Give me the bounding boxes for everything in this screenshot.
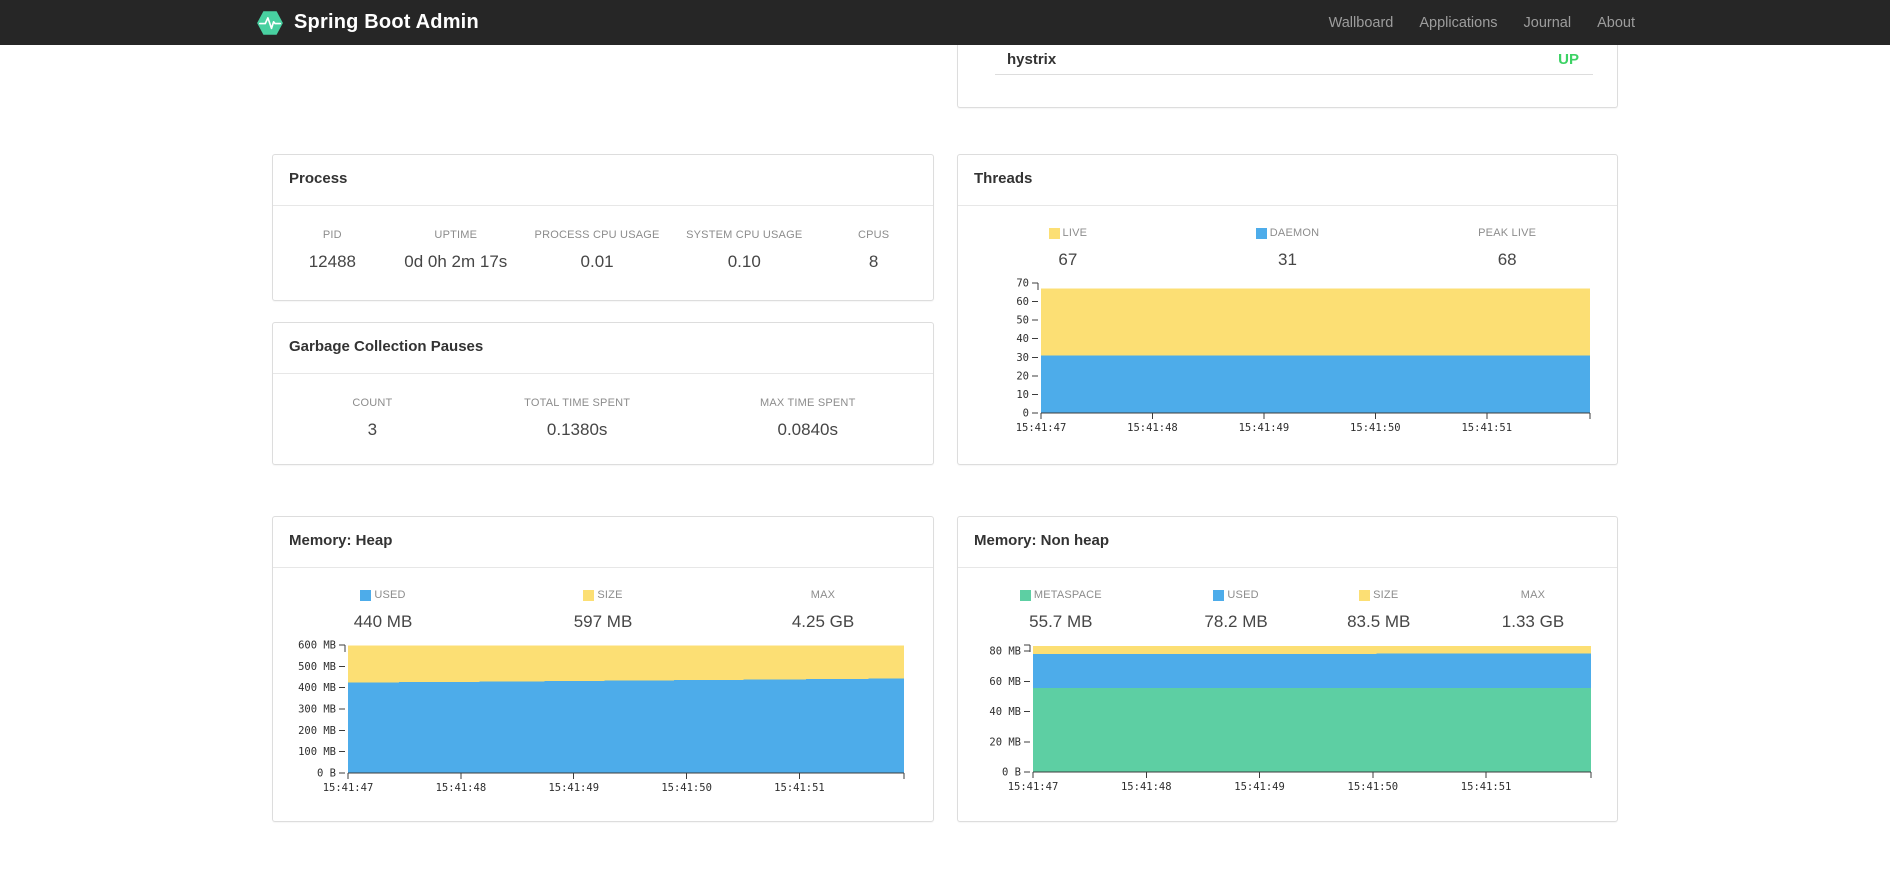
svg-text:15:41:51: 15:41:51: [774, 782, 825, 794]
svg-text:30: 30: [1016, 352, 1029, 364]
svg-text:500 MB: 500 MB: [298, 661, 336, 673]
svg-text:15:41:50: 15:41:50: [661, 782, 712, 794]
metric-cpus: CPUS 8: [857, 229, 890, 271]
metric-gc-count: COUNT 3: [352, 397, 393, 439]
svg-text:15:41:47: 15:41:47: [1016, 422, 1067, 434]
metric-process-cpu-usage: PROCESS CPU USAGE 0.01: [534, 229, 660, 271]
metric-threads-peak-live: PEAK LIVE 68: [1478, 227, 1537, 269]
process-card: Process PID 12488 UPTIME 0d 0h 2m 17s PR…: [272, 154, 934, 301]
svg-text:80 MB: 80 MB: [989, 646, 1021, 658]
svg-text:15:41:50: 15:41:50: [1350, 422, 1401, 434]
svg-text:15:41:49: 15:41:49: [1234, 781, 1285, 793]
svg-text:600 MB: 600 MB: [298, 640, 336, 652]
metric-heap-max: MAX 4.25 GB: [791, 589, 855, 631]
nav-item-applications[interactable]: Applications: [1419, 14, 1498, 31]
svg-text:15:41:49: 15:41:49: [548, 782, 599, 794]
svg-text:15:41:48: 15:41:48: [436, 782, 487, 794]
svg-text:300 MB: 300 MB: [298, 704, 336, 716]
top-left-spacer: [272, 45, 934, 108]
metric-threads-live: LIVE 67: [958, 226, 1178, 271]
heap-legend: USED 440 MB SIZE 597 MB MAX: [273, 588, 933, 633]
process-card-title: Process: [273, 155, 933, 206]
heap-size-legend-swatch-icon: [583, 589, 595, 601]
svg-text:0 B: 0 B: [1002, 767, 1021, 779]
metaspace-legend-swatch-icon: [1019, 589, 1031, 601]
svg-text:15:41:50: 15:41:50: [1348, 781, 1399, 793]
nav-links: Wallboard Applications Journal About: [1316, 15, 1635, 31]
threads-area-chart: 15:41:47 15:41:48 15:41:49 15:41:50 15:41:51…: [1016, 278, 1591, 434]
svg-text:100 MB: 100 MB: [298, 746, 336, 758]
nonheap-legend: METASPACE 55.7 MB USED 78.2 MB: [958, 588, 1617, 633]
spring-boot-admin-logo-icon: [257, 10, 283, 35]
nav-item-journal[interactable]: Journal: [1523, 14, 1572, 31]
metric-heap-size: SIZE 597 MB: [573, 589, 633, 631]
svg-text:400 MB: 400 MB: [298, 682, 336, 694]
memory-heap-area-chart: 15:41:47 15:41:48 15:41:49 15:41:50 15:41:51…: [298, 640, 905, 794]
nav-item-about[interactable]: About: [1597, 14, 1635, 31]
svg-text:15:41:49: 15:41:49: [1239, 422, 1290, 434]
nonheap-size-legend-swatch-icon: [1359, 589, 1371, 601]
svg-text:0: 0: [1023, 408, 1029, 420]
svg-text:60 MB: 60 MB: [989, 676, 1021, 688]
live-legend-swatch-icon: [1048, 227, 1060, 239]
metric-nonheap-used: USED 78.2 MB: [1204, 589, 1268, 631]
navbar: Spring Boot Admin Wallboard Applications…: [0, 0, 1890, 45]
threads-card: Threads LIVE 67: [957, 154, 1618, 465]
memory-heap-card: Memory: Heap USED 440 MB: [272, 516, 934, 822]
metric-gc-max-time: MAX TIME SPENT 0.0840s: [760, 397, 856, 439]
metric-threads-daemon: DAEMON 31: [1178, 226, 1398, 271]
nonheap-used-legend-swatch-icon: [1213, 589, 1225, 601]
heap-used-legend-swatch-icon: [360, 589, 372, 601]
application-row-hystrix[interactable]: hystrix UP: [995, 45, 1593, 75]
metric-uptime: UPTIME 0d 0h 2m 17s: [404, 229, 508, 271]
svg-text:15:41:47: 15:41:47: [1008, 781, 1059, 793]
metric-pid: PID 12488: [308, 229, 356, 271]
metric-nonheap-max: MAX 1.33 GB: [1501, 589, 1565, 631]
svg-text:20 MB: 20 MB: [989, 736, 1021, 748]
svg-text:60: 60: [1016, 296, 1029, 308]
metric-gc-total-time: TOTAL TIME SPENT 0.1380s: [524, 397, 631, 439]
svg-text:15:41:51: 15:41:51: [1461, 422, 1512, 434]
memory-heap-card-title: Memory: Heap: [273, 517, 933, 568]
svg-text:10: 10: [1016, 389, 1029, 401]
memory-nonheap-card-title: Memory: Non heap: [958, 517, 1617, 568]
metric-system-cpu-usage: SYSTEM CPU USAGE 0.10: [686, 229, 803, 271]
nav-item-wallboard[interactable]: Wallboard: [1328, 14, 1394, 31]
applications-status-card: hystrix UP: [957, 45, 1618, 108]
metric-nonheap-size: SIZE 83.5 MB: [1347, 589, 1411, 631]
svg-text:15:41:51: 15:41:51: [1461, 781, 1512, 793]
svg-text:40 MB: 40 MB: [989, 706, 1021, 718]
brand-link[interactable]: Spring Boot Admin: [255, 8, 479, 38]
application-status-badge: UP: [1558, 51, 1579, 68]
threads-card-title: Threads: [958, 155, 1617, 206]
svg-text:200 MB: 200 MB: [298, 725, 336, 737]
gc-pauses-card: Garbage Collection Pauses COUNT 3 TOTAL …: [272, 322, 934, 465]
daemon-legend-swatch-icon: [1255, 227, 1267, 239]
threads-legend: LIVE 67 DAEMON 31 PEAK LIVE: [958, 226, 1617, 271]
svg-text:70: 70: [1016, 278, 1029, 290]
metric-nonheap-metaspace: METASPACE 55.7 MB: [958, 588, 1164, 633]
application-name[interactable]: hystrix: [1007, 51, 1057, 68]
svg-text:40: 40: [1016, 333, 1029, 345]
metric-heap-used: USED 440 MB: [353, 589, 413, 631]
svg-text:15:41:47: 15:41:47: [323, 782, 374, 794]
memory-nonheap-area-chart: 15:41:47 15:41:48 15:41:49 15:41:50 15:41:51…: [989, 644, 1592, 793]
svg-text:15:41:48: 15:41:48: [1121, 781, 1172, 793]
brand-title: Spring Boot Admin: [294, 11, 479, 33]
memory-nonheap-card: Memory: Non heap METASPACE 55.7 MB: [957, 516, 1618, 822]
gc-metrics: COUNT 3 TOTAL TIME SPENT 0.1380s MAX TIM…: [273, 396, 933, 441]
svg-text:50: 50: [1016, 315, 1029, 327]
svg-text:0 B: 0 B: [317, 768, 336, 780]
gc-card-title: Garbage Collection Pauses: [273, 323, 933, 374]
svg-text:15:41:48: 15:41:48: [1127, 422, 1178, 434]
process-metrics: PID 12488 UPTIME 0d 0h 2m 17s PROCESS CP…: [273, 228, 933, 273]
svg-text:20: 20: [1016, 370, 1029, 382]
main-content: hystrix UP Process PID 12488 UPTIME: [272, 45, 1618, 822]
